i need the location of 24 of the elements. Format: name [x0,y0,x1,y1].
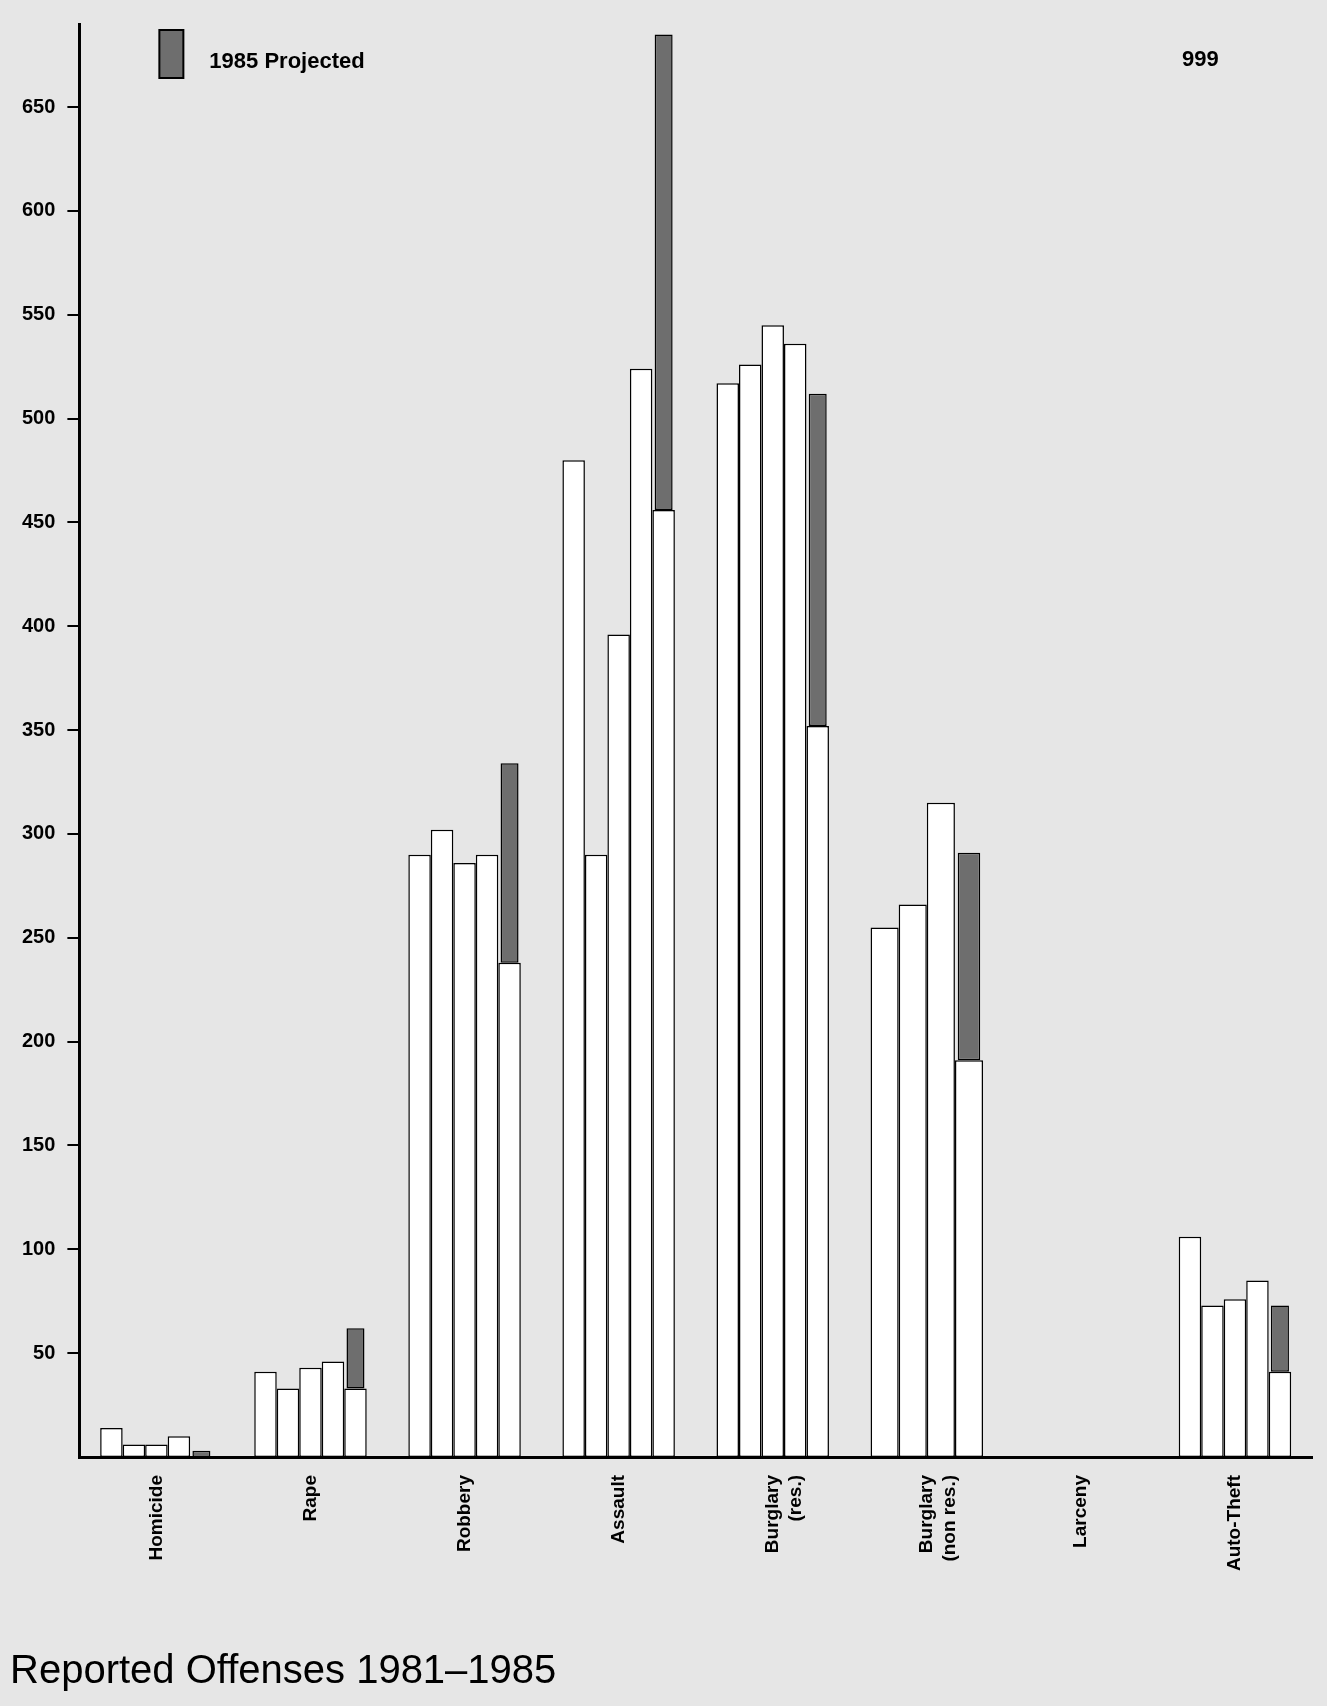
x-tick-label: Rape [298,1475,320,1522]
y-tick-label: 100 [21,1236,56,1259]
x-tick-label: Burglary (non res.) [915,1474,959,1562]
y-tick-label: 350 [21,717,56,740]
y-tick-label: 650 [21,94,56,117]
y-tick-label: 300 [21,821,56,844]
y-tick-label: 50 [33,1340,56,1363]
x-tick-label: Robbery [452,1474,474,1553]
y-tick-label: 550 [21,302,56,325]
y-tick-label: 250 [21,925,56,948]
x-tick-label: Larceny [1069,1474,1091,1548]
x-tick-label: Auto-Theft [1223,1474,1245,1572]
y-tick-label: 400 [21,613,56,636]
annotation: 999 [1182,46,1219,72]
y-tick-label: 600 [21,198,56,221]
y-tick-label: 200 [21,1029,56,1052]
x-tick-label: Burglary (res.) [760,1474,805,1554]
x-tick-label: Assault [606,1474,628,1544]
y-tick-label: 500 [21,406,56,429]
text: Reported Offenses 1981–1985 [10,1647,557,1692]
x-tick-label: Homicide [144,1475,166,1561]
y-tick-label: 150 [21,1132,56,1155]
legend-label: 1985 Projected [209,48,365,74]
y-tick-label: 450 [21,509,56,532]
